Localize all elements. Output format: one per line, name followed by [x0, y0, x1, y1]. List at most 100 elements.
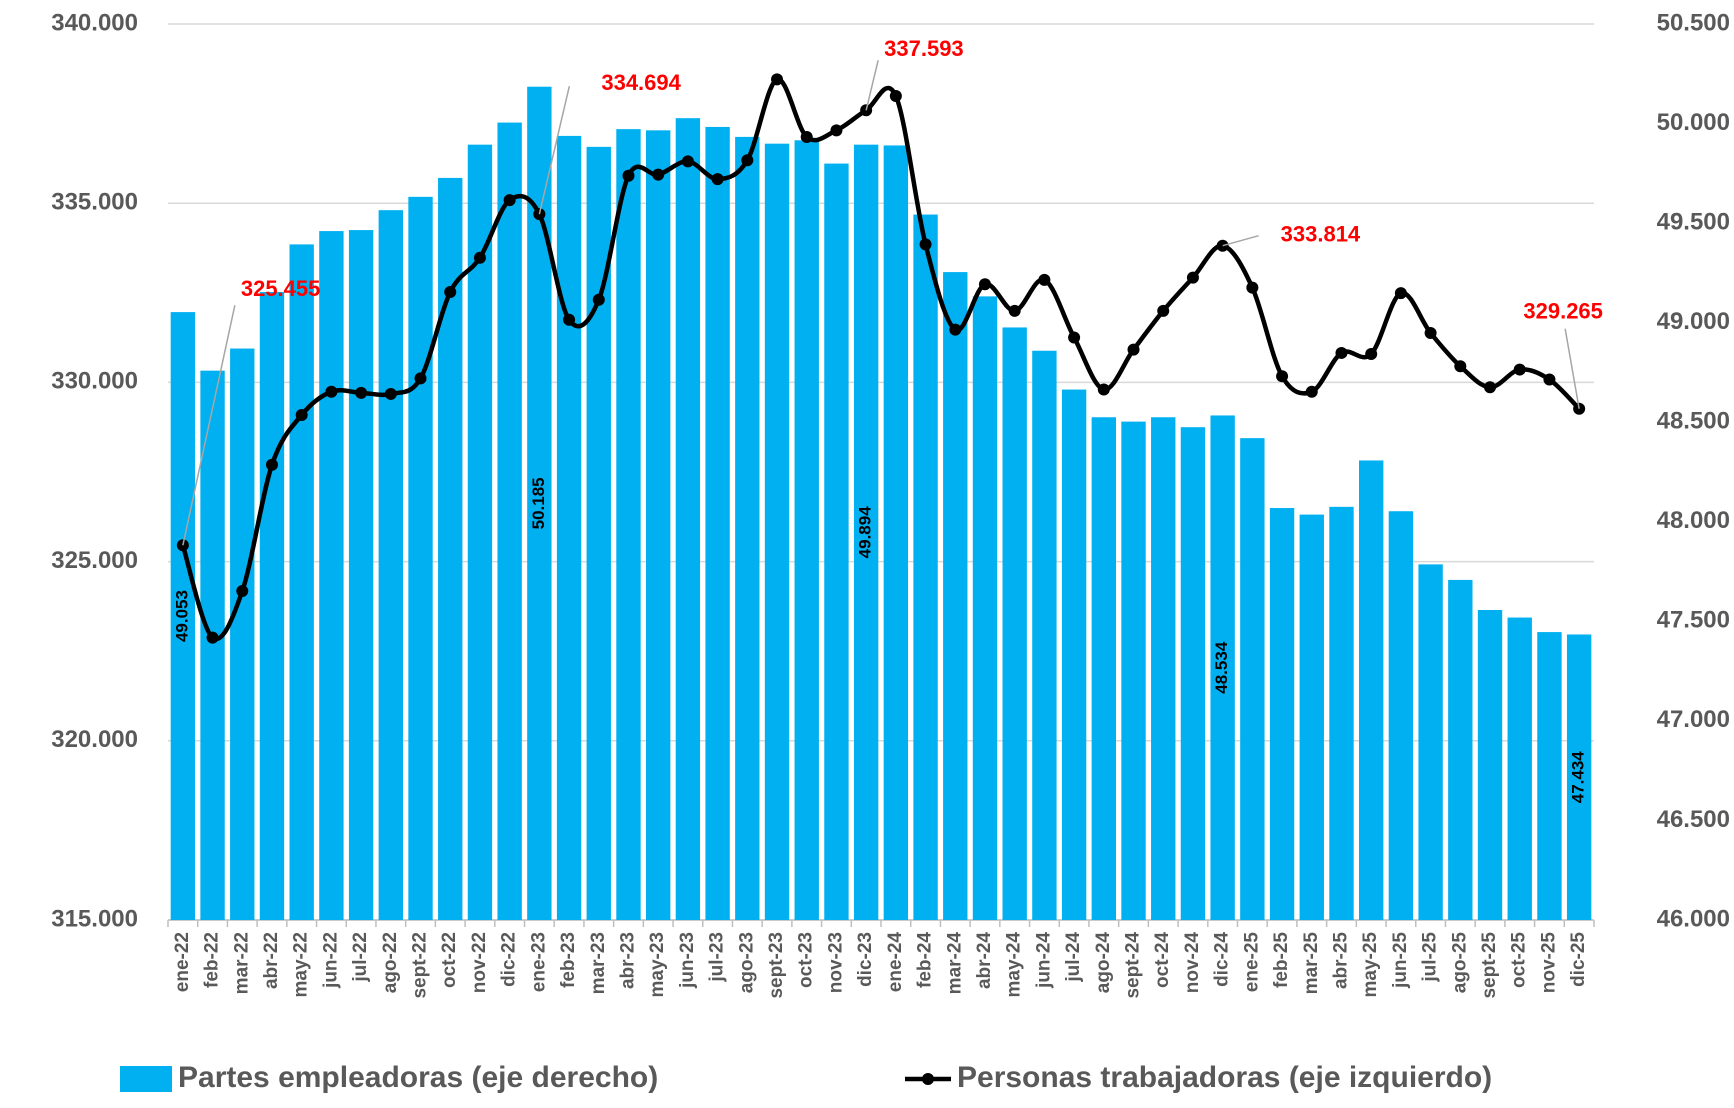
x-tick-label: jun-22: [320, 932, 341, 989]
x-tick-label: dic-22: [499, 932, 520, 987]
leader-line: [182, 305, 236, 546]
bar: [230, 348, 255, 920]
y2-tick-label: 50.500: [1657, 9, 1730, 36]
line-marker: [741, 154, 754, 167]
line-marker: [1157, 304, 1170, 317]
bar: [467, 144, 493, 921]
bar-value-label: 49.894: [856, 506, 875, 559]
x-tick-label: feb-25: [1271, 932, 1292, 988]
y-tick-label: 330.000: [51, 368, 138, 395]
line-marker: [563, 313, 576, 326]
x-tick-label: ago-22: [380, 932, 401, 993]
line-marker: [1246, 281, 1259, 294]
bar: [1418, 564, 1443, 920]
x-tick-label: may-22: [291, 932, 312, 998]
bar: [1151, 417, 1176, 920]
legend-swatch: [120, 1066, 172, 1092]
bar: [1061, 389, 1087, 920]
bar: [705, 126, 730, 921]
legend-swatch-marker: [922, 1073, 934, 1085]
line-marker: [1305, 385, 1318, 398]
x-tick-label: sept-23: [766, 932, 787, 999]
line-marker: [473, 251, 486, 264]
bar: [646, 130, 671, 921]
bar: [259, 292, 285, 921]
y2-tick-label: 47.000: [1657, 706, 1730, 733]
x-tick-label: may-23: [647, 932, 668, 998]
bar: [1299, 514, 1324, 920]
x-tick-label: ago-24: [1093, 932, 1114, 994]
line-marker: [622, 169, 635, 182]
bar: [616, 129, 641, 920]
bar: [1269, 508, 1295, 920]
x-tick-label: oct-25: [1509, 932, 1530, 988]
line-marker: [1484, 381, 1497, 394]
line-marker: [592, 293, 605, 306]
bar: [883, 145, 909, 921]
x-tick-label: feb-24: [915, 932, 936, 988]
x-tick-label: jul-22: [350, 932, 371, 983]
bar: [200, 370, 225, 920]
line-marker: [681, 155, 694, 168]
y-tick-label: 320.000: [51, 726, 138, 753]
bar: [1240, 438, 1265, 920]
bar: [289, 244, 314, 920]
x-tick-label: mar-23: [588, 932, 609, 994]
bar-value-label: 50.185: [529, 477, 548, 529]
line-marker: [355, 386, 368, 399]
bar: [853, 144, 879, 921]
line-marker: [325, 385, 338, 398]
line-marker: [978, 278, 991, 291]
bar: [378, 210, 403, 920]
y2-tick-label: 49.000: [1657, 308, 1730, 335]
bar: [943, 272, 968, 921]
bar: [1329, 506, 1354, 920]
line-marker: [1335, 346, 1348, 359]
x-tick-label: jul-25: [1420, 932, 1441, 983]
bar: [1537, 632, 1562, 920]
y-tick-label: 315.000: [51, 905, 138, 932]
legend-label: Personas trabajadoras (eje izquierdo): [957, 1061, 1492, 1094]
x-tick-label: oct-23: [796, 932, 817, 988]
x-tick-label: ene-25: [1241, 932, 1262, 993]
x-tick-label: mar-25: [1301, 932, 1322, 995]
x-tick-label: ene-23: [528, 932, 549, 992]
line-marker: [800, 130, 813, 143]
line-marker: [1543, 373, 1556, 386]
line-marker: [1068, 331, 1081, 344]
line-value-label: 325.455: [241, 276, 321, 301]
line-value-label: 329.265: [1523, 299, 1603, 324]
y2-tick-label: 49.500: [1657, 208, 1730, 235]
x-tick-label: dic-24: [1212, 932, 1233, 987]
x-tick-label: mar-24: [944, 932, 965, 995]
bar: [1507, 617, 1532, 920]
bar: [348, 230, 374, 920]
x-tick-label: ene-22: [172, 932, 193, 992]
x-tick-label: nov-25: [1538, 932, 1559, 994]
x-tick-label: jul-23: [707, 932, 728, 983]
bar: [824, 163, 849, 920]
x-tick-label: feb-23: [558, 932, 579, 988]
bar: [1180, 427, 1206, 920]
leader-line: [865, 60, 879, 111]
bar-value-label: 47.434: [1569, 751, 1588, 804]
bar: [527, 86, 552, 921]
bar: [408, 196, 433, 921]
bar: [735, 136, 760, 920]
x-tick-label: ago-25: [1449, 932, 1470, 994]
x-tick-label: abr-24: [974, 932, 995, 989]
x-tick-label: oct-24: [1152, 932, 1173, 988]
x-tick-label: sept-24: [1123, 932, 1144, 999]
line-marker: [444, 286, 457, 299]
bar: [319, 231, 344, 920]
y2-tick-label: 46.000: [1657, 905, 1730, 932]
x-tick-label: ene-24: [885, 932, 906, 993]
line-marker: [236, 585, 249, 598]
line-marker: [1038, 273, 1051, 286]
x-tick-label: abr-22: [261, 932, 282, 989]
x-tick-label: sept-25: [1479, 932, 1500, 999]
line-marker: [1276, 370, 1289, 383]
x-tick-label: mar-22: [231, 932, 252, 994]
leader-line: [538, 85, 571, 215]
